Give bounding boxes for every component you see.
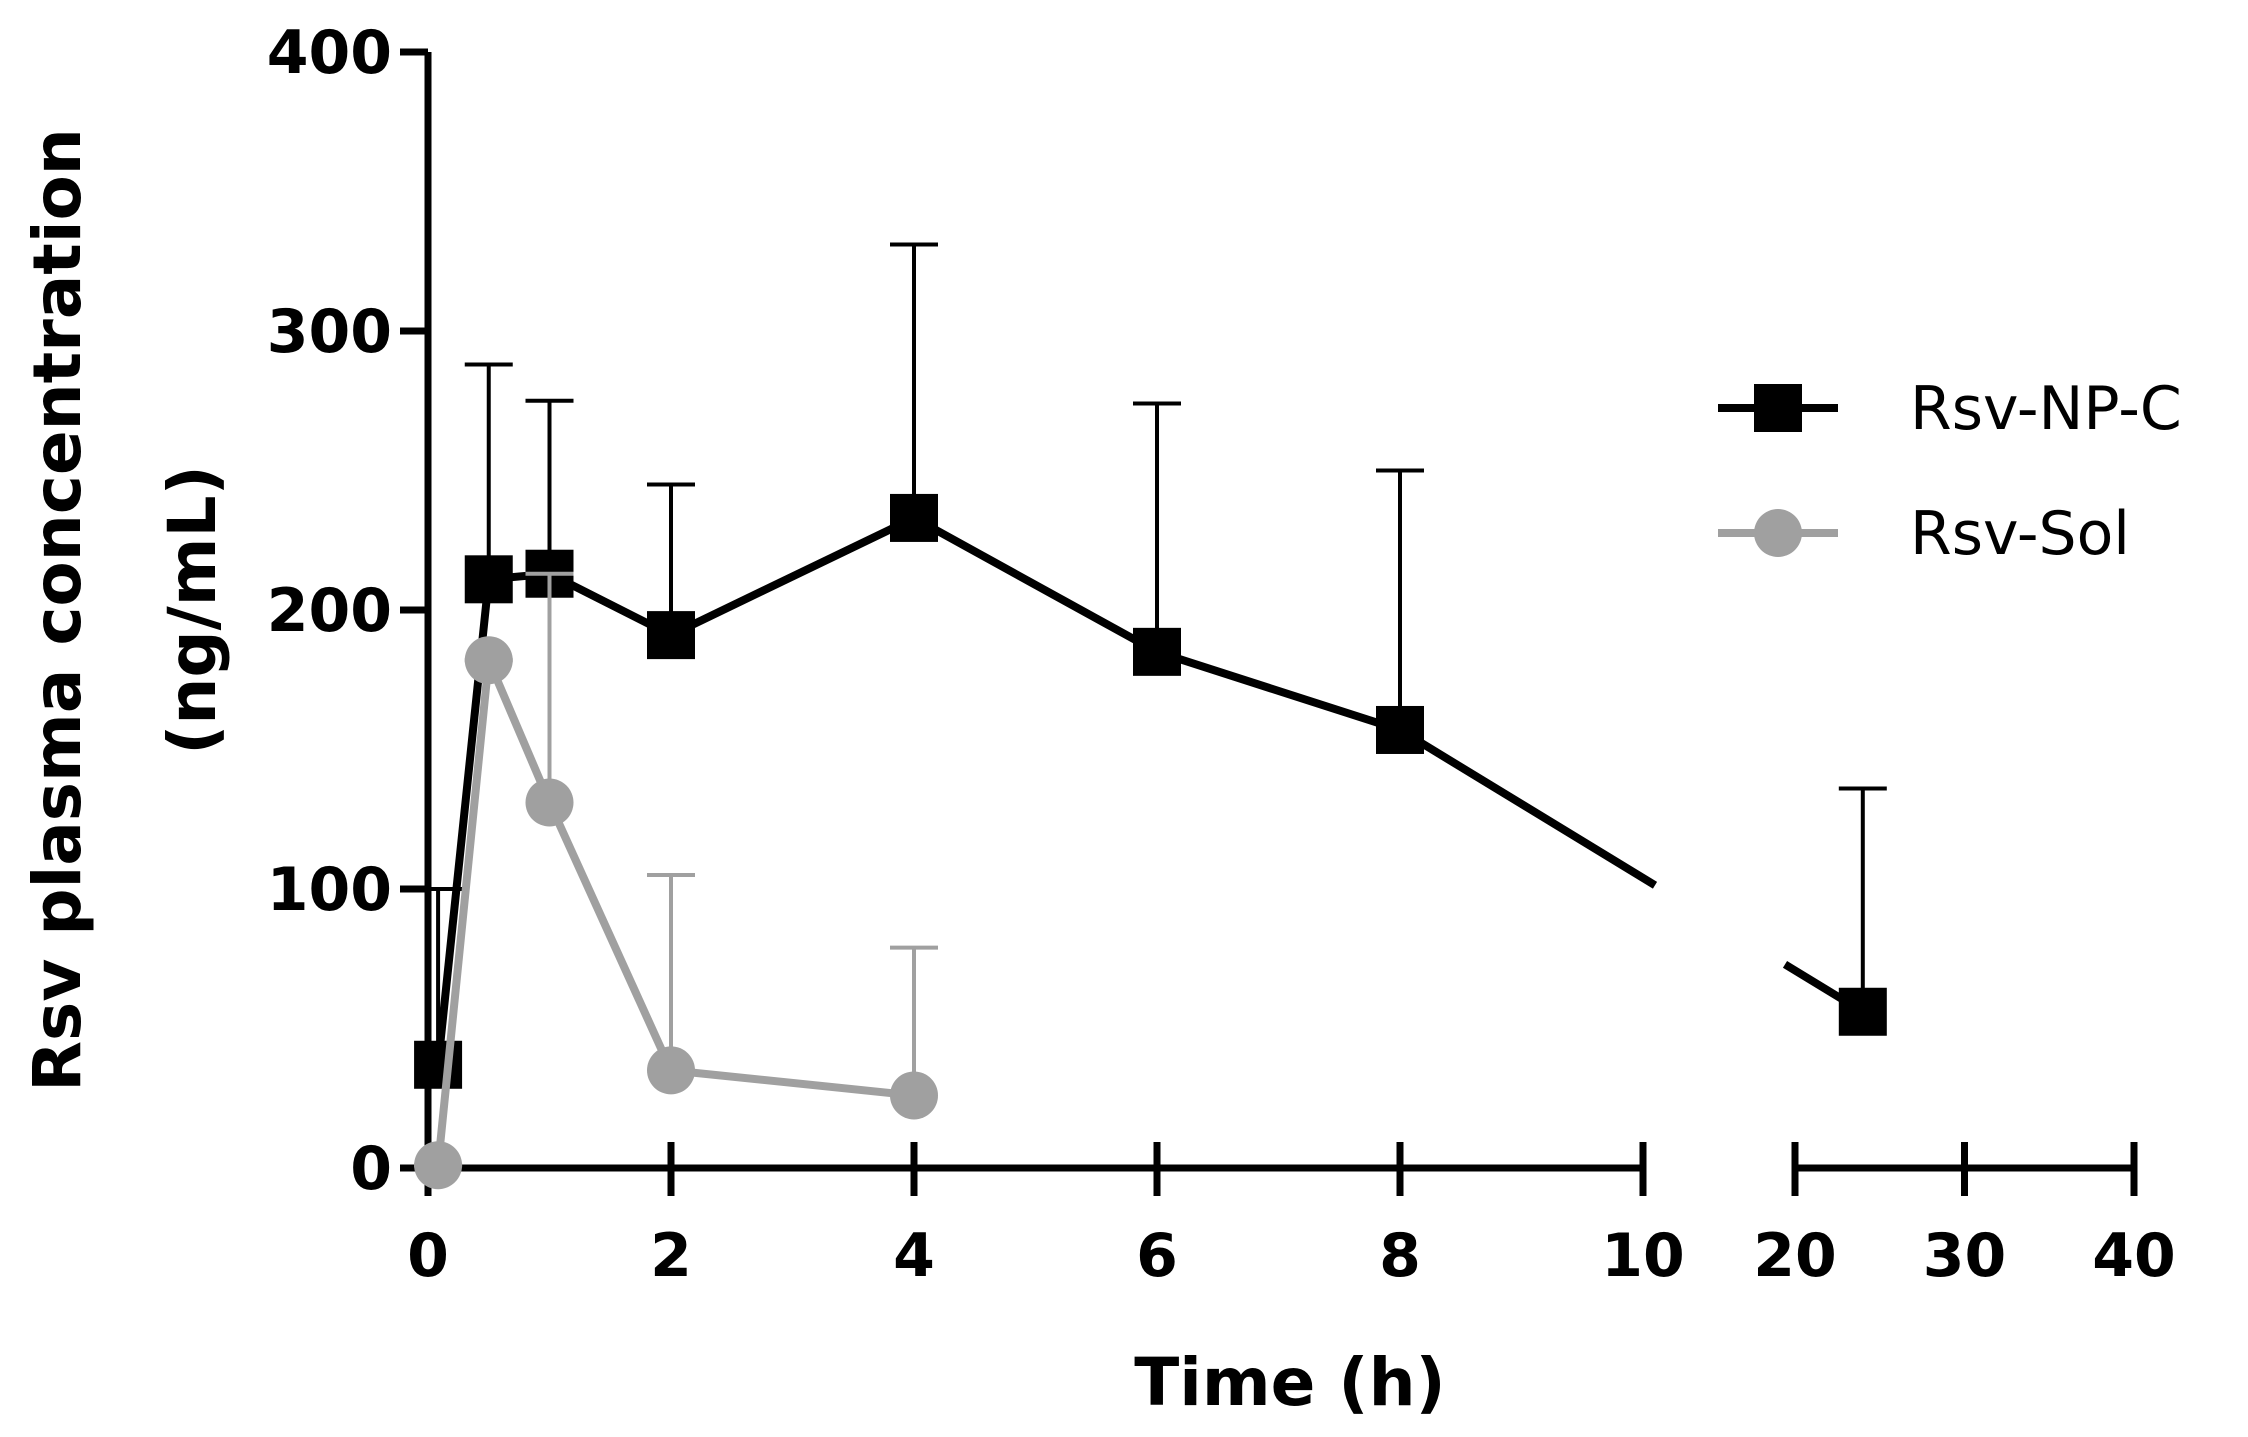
rsv-np-c-line-6a bbox=[1397, 726, 1658, 889]
y-axis-title-line-1: Rsv plasma concentration bbox=[19, 128, 96, 1092]
rsv-sol-point-0 bbox=[414, 1141, 463, 1190]
y-tick-label-100: 100 bbox=[267, 855, 392, 925]
x-tick-label-2: 2 bbox=[650, 1221, 692, 1291]
rsv-np-c-point-0 bbox=[414, 1040, 463, 1089]
rsv-sol-line-2 bbox=[545, 800, 675, 1073]
rsv-sol-line-3 bbox=[670, 1066, 915, 1100]
y-axis-title-line-2: (ng/mL) bbox=[154, 465, 231, 755]
x-tick-label-10: 10 bbox=[1601, 1221, 1685, 1291]
legend: Rsv-NP-C Rsv-Sol bbox=[1718, 374, 2182, 569]
y-tick-label-400: 400 bbox=[267, 18, 392, 88]
x-tick-label-20: 20 bbox=[1753, 1221, 1837, 1291]
x-tick-label-0: 0 bbox=[407, 1221, 449, 1291]
rsv-np-c-line-4 bbox=[912, 514, 1159, 656]
x-axis-title: Time (h) bbox=[1134, 1344, 1445, 1421]
legend-label-rsv-np-c: Rsv-NP-C bbox=[1910, 374, 2182, 444]
series-layer bbox=[414, 242, 1887, 1190]
x-tick-label-30: 30 bbox=[1923, 1221, 2007, 1291]
series-rsv-sol bbox=[414, 571, 938, 1190]
rsv-np-c-point-4 bbox=[890, 493, 938, 542]
rsv-np-c-line-3 bbox=[669, 514, 916, 639]
rsv-np-c-line-5 bbox=[1155, 648, 1402, 734]
rsv-np-c-point-7 bbox=[1838, 987, 1887, 1036]
x-tick-label-40: 40 bbox=[2092, 1221, 2176, 1291]
rsv-np-c-point-5 bbox=[1133, 627, 1181, 676]
rsv-np-c-point-3 bbox=[647, 611, 695, 660]
x-tick-label-6: 6 bbox=[1136, 1221, 1178, 1291]
rsv-sol-point-3 bbox=[647, 1046, 695, 1095]
rsv-sol-point-4 bbox=[890, 1071, 938, 1120]
y-tick-label-200: 200 bbox=[267, 576, 392, 646]
x-tick-label-8: 8 bbox=[1379, 1221, 1421, 1291]
rsv-sol-line-0 bbox=[434, 659, 493, 1166]
legend-marker-rsv-np-c bbox=[1754, 384, 1802, 432]
legend-marker-rsv-sol bbox=[1754, 509, 1802, 557]
legend-label-rsv-sol: Rsv-Sol bbox=[1910, 499, 2130, 569]
y-tick-label-300: 300 bbox=[267, 297, 392, 367]
series-rsv-np-c bbox=[414, 242, 1887, 1089]
rsv-sol-point-1 bbox=[464, 636, 513, 685]
rsv-np-c-point-1 bbox=[464, 555, 513, 604]
y-tick-label-0: 0 bbox=[350, 1134, 392, 1204]
x-tick-label-4: 4 bbox=[893, 1221, 935, 1291]
rsv-sol-point-2 bbox=[525, 778, 574, 827]
rsv-np-c-point-6 bbox=[1376, 705, 1424, 754]
axes: 0 100 200 300 400 0 2 4 6 8 10 20 30 40 bbox=[267, 18, 2176, 1291]
rsv-sol-line-1 bbox=[485, 658, 554, 805]
